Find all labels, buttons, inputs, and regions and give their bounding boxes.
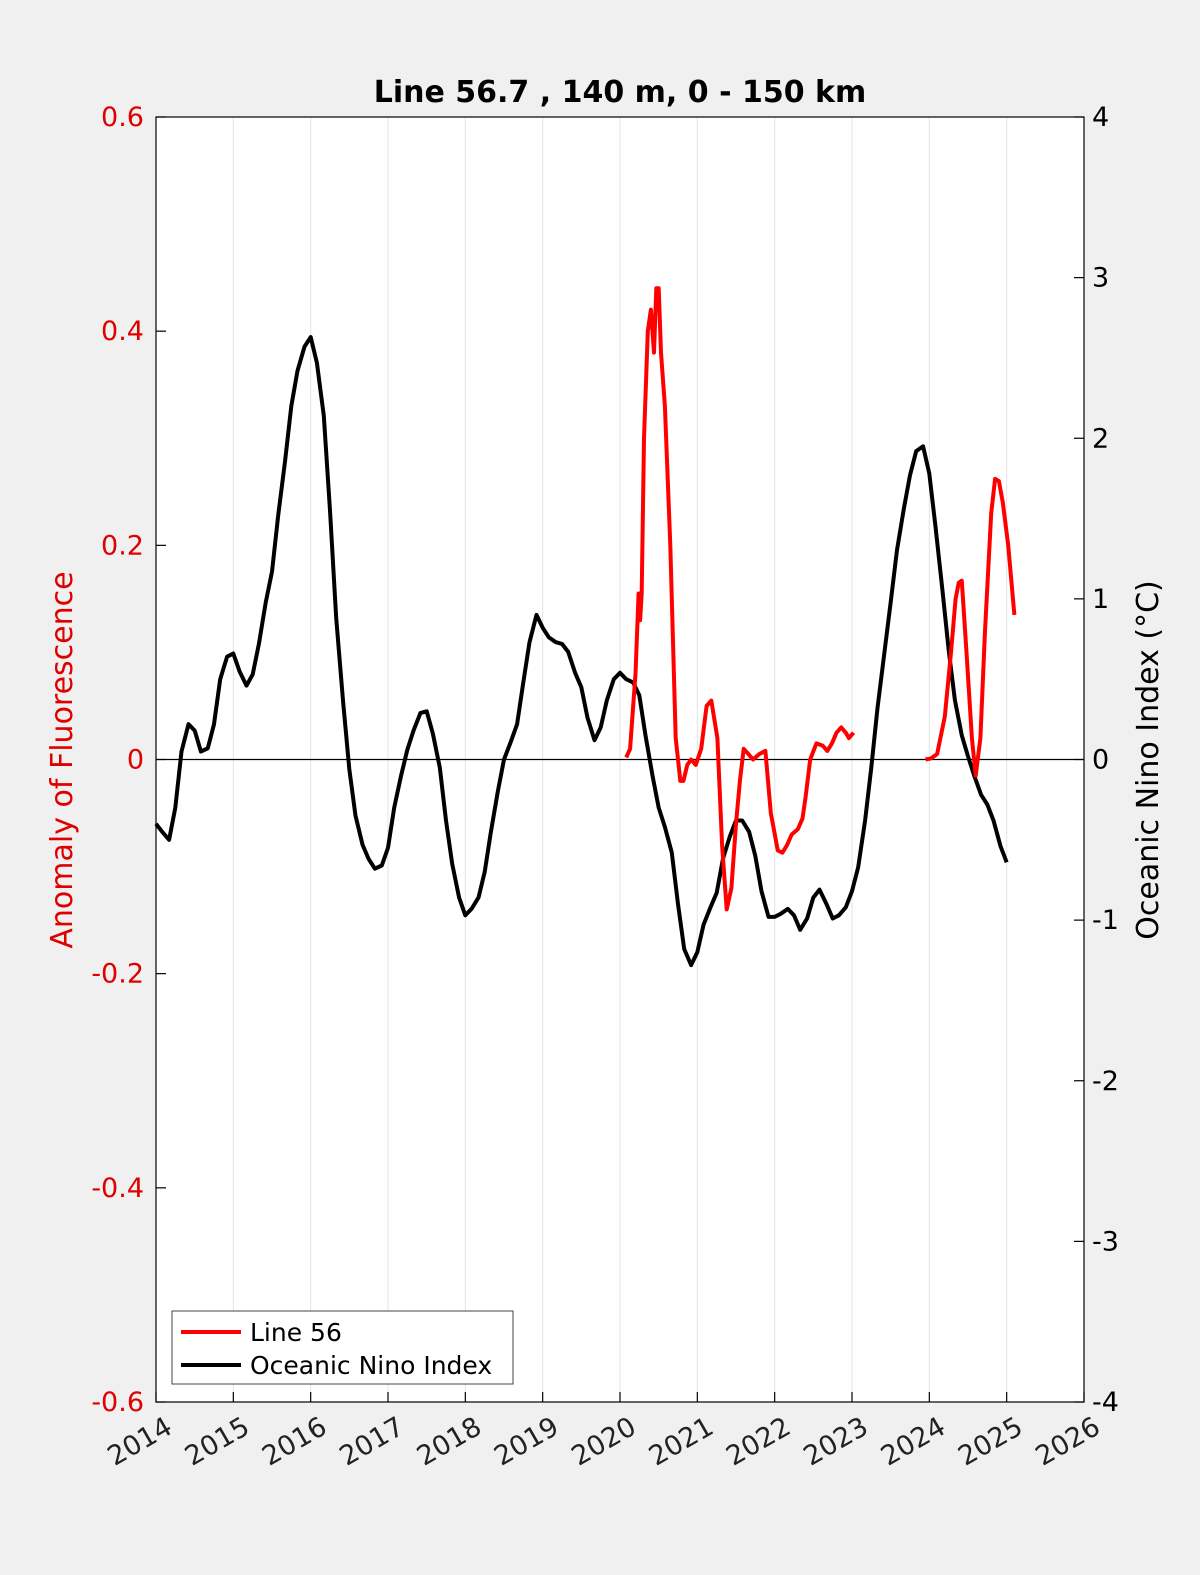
x-tick-label: 2024 <box>876 1411 951 1472</box>
x-tick-label: 2016 <box>257 1411 332 1472</box>
legend-label-oni: Oceanic Nino Index <box>250 1351 492 1380</box>
x-tick-label: 2021 <box>644 1411 719 1472</box>
y-left-tick-label: 0 <box>127 745 144 776</box>
x-tick-label: 2026 <box>1030 1411 1105 1472</box>
y-axis-left-label: Anomaly of Fluorescence <box>45 571 80 948</box>
y-right-tick-label: -2 <box>1092 1066 1119 1097</box>
x-tick-label: 2020 <box>566 1411 641 1472</box>
y-left-tick-label: 0.6 <box>101 102 144 133</box>
series-layer <box>154 286 1017 968</box>
y-right-tick-label: 3 <box>1092 263 1109 294</box>
x-tick-label: 2023 <box>798 1411 873 1472</box>
series-line-oni <box>154 335 1009 968</box>
y-right-tick-label: 1 <box>1092 584 1109 615</box>
y-right-tick-label: 4 <box>1092 102 1109 133</box>
x-tick-label: 2017 <box>334 1411 409 1472</box>
y-left-tick-label: -0.4 <box>91 1173 144 1204</box>
x-tick-label: 2022 <box>721 1411 796 1472</box>
y-left-tick-label: -0.6 <box>91 1387 144 1418</box>
y-axis-right-label: Oceanic Nino Index (°C) <box>1131 580 1166 940</box>
x-tick-label: 2014 <box>102 1411 177 1472</box>
x-tick-label: 2015 <box>180 1411 255 1472</box>
x-tick-label: 2025 <box>953 1411 1028 1472</box>
chart-title: Line 56.7 , 140 m, 0 - 150 km <box>374 75 867 110</box>
y-left-tick-label: 0.4 <box>101 316 144 347</box>
series-line-line56-segment-1 <box>624 286 856 912</box>
y-right-tick-label: 2 <box>1092 423 1109 454</box>
y-right-tick-label: 0 <box>1092 745 1109 776</box>
series-line-line56-segment-2 <box>925 476 1017 778</box>
legend-box <box>171 1310 514 1385</box>
y-left-tick-label: -0.2 <box>91 959 144 990</box>
x-tick-label: 2019 <box>489 1411 564 1472</box>
legend-label-line56: Line 56 <box>250 1318 342 1347</box>
y-right-tick-label: -3 <box>1092 1226 1119 1257</box>
x-tick-label: 2018 <box>412 1411 487 1472</box>
legend: Line 56 Oceanic Nino Index <box>171 1310 514 1385</box>
y-right-tick-label: -1 <box>1092 905 1119 936</box>
y-right-tick-label: -4 <box>1092 1387 1119 1418</box>
y-left-tick-label: 0.2 <box>101 530 144 561</box>
